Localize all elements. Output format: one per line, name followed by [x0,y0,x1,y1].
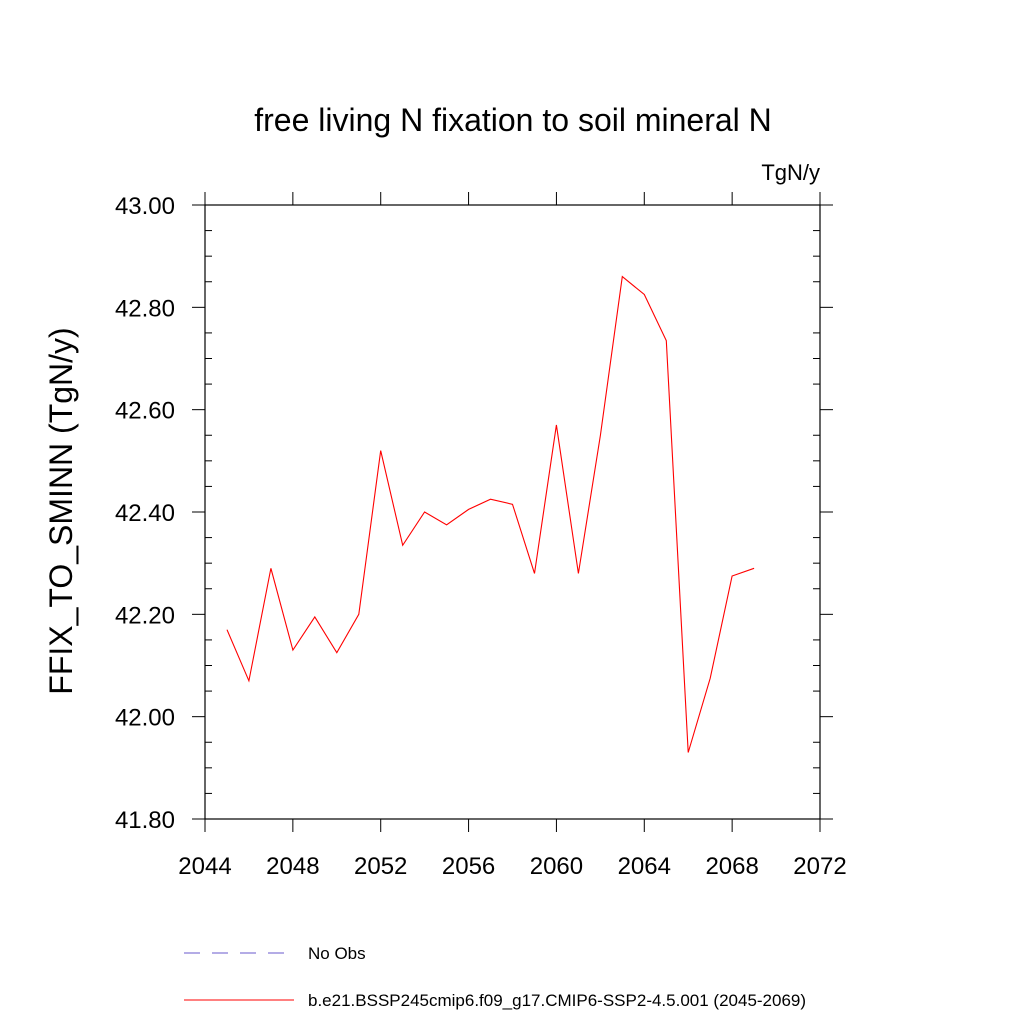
y-tick-label: 42.20 [115,602,175,629]
x-tick-label: 2044 [178,853,231,880]
y-tick-label: 42.60 [115,398,175,425]
units-label: TgN/y [761,160,820,185]
y-tick-label: 42.00 [115,705,175,732]
x-tick-label: 2064 [618,853,671,880]
y-tick-label: 42.80 [115,295,175,322]
plot-frame [204,204,821,820]
x-tick-label: 2060 [530,853,583,880]
x-tick-label: 2048 [266,853,319,880]
y-tick-label: 42.40 [115,500,175,527]
legend-label: b.e21.BSSP245cmip6.f09_g17.CMIP6-SSP2-4.… [308,991,806,1010]
chart-title: free living N fixation to soil mineral N [254,102,772,138]
x-tick-label: 2052 [354,853,407,880]
axes: 2044 2048 2052 2056 2060 2064 2068 2072 41.80 42.… [115,192,847,880]
series-group [226,275,755,753]
legend: No Obs b.e21.BSSP245cmip6.f09_g17.CMIP6-S… [184,944,806,1010]
x-tick-label: 2068 [705,853,758,880]
x-tick-label: 2072 [793,853,846,880]
y-tick-label: 41.80 [115,807,175,834]
y-tick-label: 43.00 [115,193,175,220]
x-tick-label: 2056 [442,853,495,880]
y-axis-label: FFIX_TO_SMINN (TgN/y) [43,327,79,694]
series-line [226,275,755,753]
legend-label: No Obs [308,944,366,963]
